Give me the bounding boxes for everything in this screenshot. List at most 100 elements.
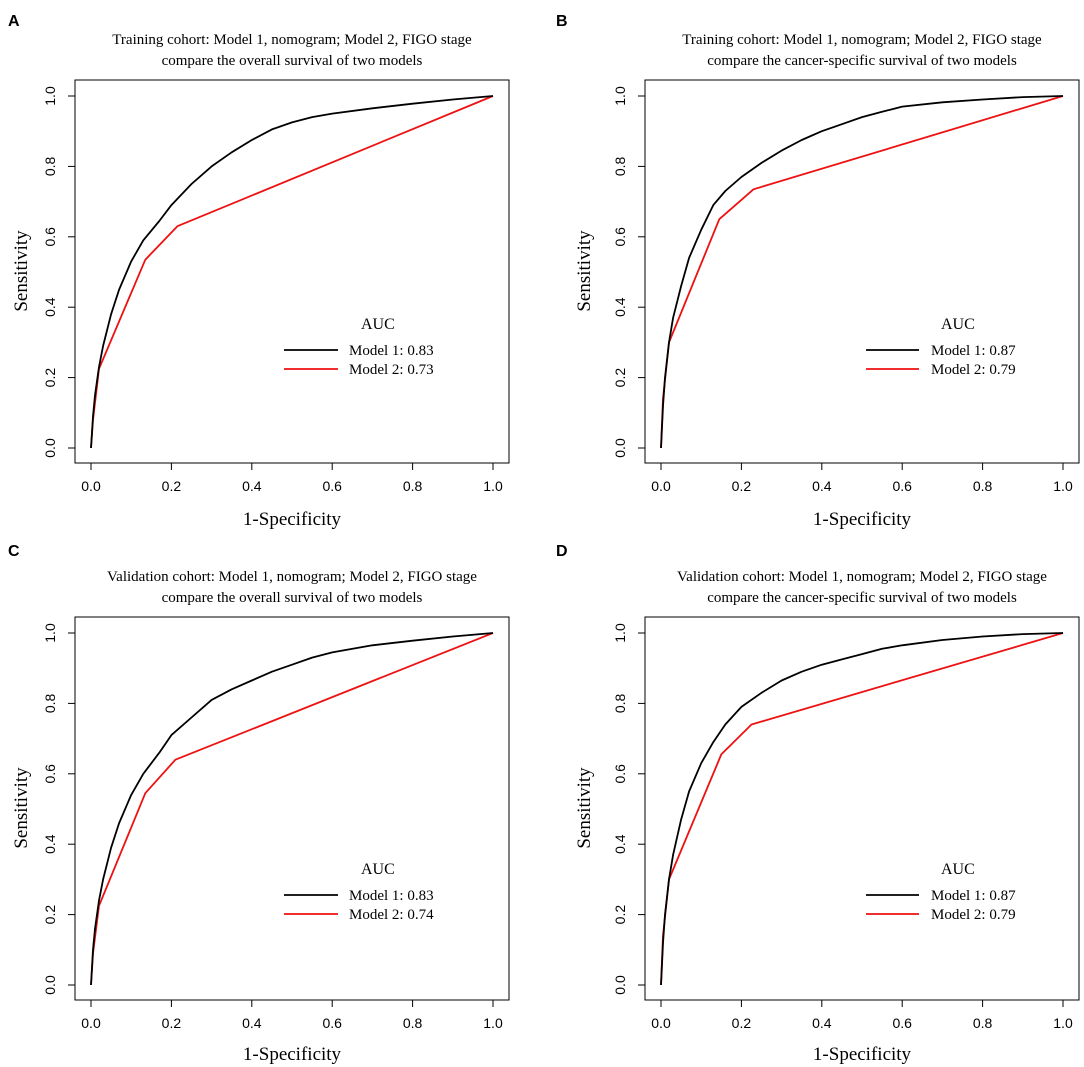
y-axis: 0.0 0.2 0.4 0.6 0.8 1.0 — [612, 86, 645, 458]
legend-label-model-2: Model 2: 0.74 — [349, 907, 434, 923]
y-tick-label: 0.4 — [42, 834, 58, 854]
x-axis: 0.0 0.2 0.4 0.6 0.8 1.0 — [651, 463, 1073, 494]
panel-letter: B — [556, 13, 568, 30]
x-tick-label: 1.0 — [1053, 478, 1073, 494]
series-group — [90, 632, 494, 986]
y-tick-label: 0.2 — [42, 368, 58, 388]
chart-title-line1: Validation cohort: Model 1, nomogram; Mo… — [107, 569, 477, 585]
y-axis: 0.0 0.2 0.4 0.6 0.8 1.0 — [42, 86, 75, 458]
series-group — [660, 632, 1064, 986]
legend-label-model-2: Model 2: 0.79 — [931, 362, 1016, 378]
legend: AUC Model 1: 0.87 Model 2: 0.79 — [866, 861, 1016, 923]
x-tick-label: 0.8 — [403, 1015, 423, 1031]
x-tick-label: 0.0 — [81, 1015, 101, 1031]
y-tick-label: 1.0 — [612, 623, 628, 643]
plot-frame — [644, 616, 1080, 1001]
x-tick-label: 1.0 — [483, 478, 503, 494]
x-tick-label: 0.0 — [81, 478, 101, 494]
x-tick-label: 0.4 — [812, 478, 832, 494]
chart-title-line1: Validation cohort: Model 1, nomogram; Mo… — [677, 569, 1047, 585]
legend-label-model-1: Model 1: 0.83 — [349, 343, 434, 359]
x-tick-label: 0.2 — [732, 1015, 752, 1031]
y-axis: 0.0 0.2 0.4 0.6 0.8 1.0 — [42, 623, 75, 995]
y-tick-label: 0.8 — [42, 693, 58, 713]
series-line-model-1 — [90, 632, 494, 986]
chart-title-line2: compare the overall survival of two mode… — [162, 590, 423, 606]
x-tick-label: 0.0 — [651, 1015, 671, 1031]
x-tick-label: 0.6 — [892, 1015, 912, 1031]
panel-letter: D — [556, 543, 568, 560]
x-tick-label: 0.4 — [812, 1015, 832, 1031]
plot-frame — [644, 79, 1080, 464]
x-axis-label: 1-Specificity — [243, 1044, 342, 1065]
legend: AUC Model 1: 0.87 Model 2: 0.79 — [866, 316, 1016, 378]
x-tick-label: 0.6 — [322, 478, 342, 494]
y-tick-label: 1.0 — [42, 623, 58, 643]
x-tick-label: 0.6 — [892, 478, 912, 494]
x-tick-label: 0.8 — [403, 478, 423, 494]
legend-title: AUC — [941, 861, 975, 878]
y-tick-label: 0.6 — [42, 764, 58, 784]
x-axis: 0.0 0.2 0.4 0.6 0.8 1.0 — [81, 1000, 503, 1031]
y-tick-label: 0.6 — [42, 227, 58, 247]
legend-title: AUC — [941, 316, 975, 333]
chart-title-line2: compare the overall survival of two mode… — [162, 53, 423, 69]
x-axis: 0.0 0.2 0.4 0.6 0.8 1.0 — [651, 1000, 1073, 1031]
x-tick-label: 0.2 — [162, 1015, 182, 1031]
y-tick-label: 0.8 — [612, 156, 628, 176]
roc-panel-a: A Training cohort: Model 1, nomogram; Mo… — [8, 13, 510, 530]
series-line-model-1 — [90, 95, 494, 449]
x-axis-label: 1-Specificity — [813, 1044, 912, 1065]
x-tick-label: 0.4 — [242, 1015, 262, 1031]
y-tick-label: 0.0 — [612, 975, 628, 995]
y-axis: 0.0 0.2 0.4 0.6 0.8 1.0 — [612, 623, 645, 995]
plot-frame — [74, 79, 510, 464]
y-tick-label: 0.2 — [612, 368, 628, 388]
y-axis-label: Sensitivity — [11, 767, 32, 849]
series-line-model-2 — [660, 632, 1064, 986]
series-group — [90, 95, 494, 449]
y-tick-label: 0.0 — [612, 438, 628, 458]
legend-label-model-1: Model 1: 0.87 — [931, 888, 1016, 904]
y-axis-label: Sensitivity — [574, 767, 595, 849]
x-tick-label: 0.6 — [322, 1015, 342, 1031]
series-group — [660, 95, 1064, 449]
y-tick-label: 1.0 — [42, 86, 58, 106]
panel-letter: C — [8, 543, 20, 560]
legend: AUC Model 1: 0.83 Model 2: 0.73 — [284, 316, 434, 378]
x-tick-label: 0.2 — [732, 478, 752, 494]
y-tick-label: 0.6 — [612, 764, 628, 784]
series-line-model-2 — [90, 95, 494, 449]
legend-label-model-1: Model 1: 0.83 — [349, 888, 434, 904]
x-tick-label: 0.2 — [162, 478, 182, 494]
panel-letter: A — [8, 13, 20, 30]
y-tick-label: 0.4 — [42, 297, 58, 317]
x-tick-label: 0.8 — [973, 478, 993, 494]
x-axis: 0.0 0.2 0.4 0.6 0.8 1.0 — [81, 463, 503, 494]
y-axis-label: Sensitivity — [11, 230, 32, 312]
y-tick-label: 0.8 — [612, 693, 628, 713]
y-tick-label: 0.4 — [612, 834, 628, 854]
x-tick-label: 0.4 — [242, 478, 262, 494]
x-axis-label: 1-Specificity — [813, 509, 912, 530]
y-tick-label: 1.0 — [612, 86, 628, 106]
legend-title: AUC — [361, 861, 395, 878]
y-tick-label: 0.2 — [42, 905, 58, 925]
x-tick-label: 0.0 — [651, 478, 671, 494]
series-line-model-2 — [660, 95, 1064, 449]
legend: AUC Model 1: 0.83 Model 2: 0.74 — [284, 861, 434, 923]
chart-title-line1: Training cohort: Model 1, nomogram; Mode… — [682, 32, 1042, 48]
legend-label-model-2: Model 2: 0.79 — [931, 907, 1016, 923]
roc-panel-b: B Training cohort: Model 1, nomogram; Mo… — [556, 13, 1080, 530]
roc-panel-c: C Validation cohort: Model 1, nomogram; … — [8, 543, 510, 1065]
x-tick-label: 1.0 — [483, 1015, 503, 1031]
chart-title-line2: compare the cancer-specific survival of … — [707, 590, 1017, 606]
y-axis-label: Sensitivity — [574, 230, 595, 312]
x-axis-label: 1-Specificity — [243, 509, 342, 530]
series-line-model-2 — [90, 632, 494, 986]
roc-panel-d: D Validation cohort: Model 1, nomogram; … — [556, 543, 1080, 1065]
x-tick-label: 0.8 — [973, 1015, 993, 1031]
legend-title: AUC — [361, 316, 395, 333]
y-tick-label: 0.2 — [612, 905, 628, 925]
